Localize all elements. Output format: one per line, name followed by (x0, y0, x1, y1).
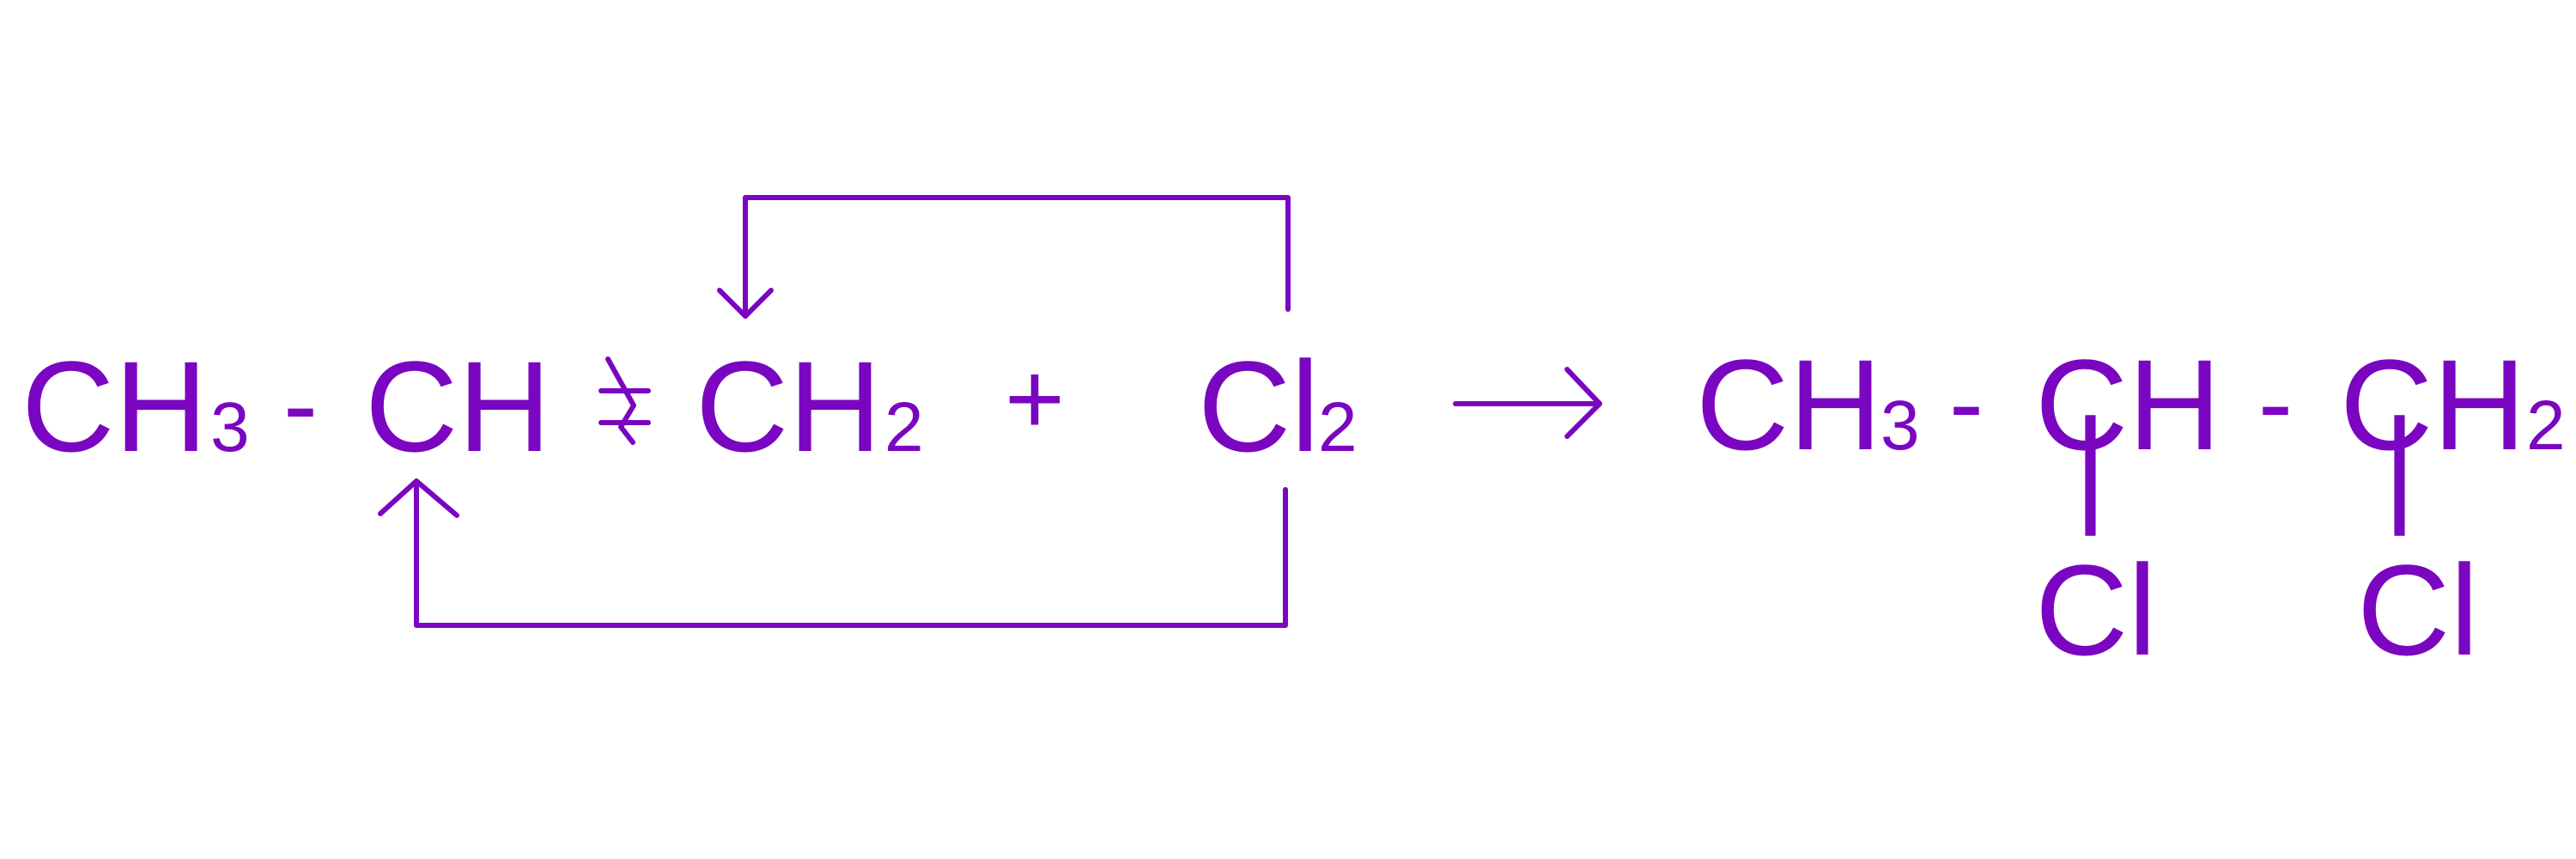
product-ch2-subscript: 2 (2526, 387, 2566, 465)
reactant-ch2: CH 2 (696, 334, 924, 478)
product-ch2-main: CH (2340, 332, 2526, 477)
product-dash-2: - (2258, 345, 2293, 460)
reactant-ch3-subscript: 3 (210, 388, 250, 466)
product-dash-1: - (1949, 345, 1984, 460)
product-bond-right: | (2383, 392, 2416, 536)
product-ch3-main: CH (1696, 332, 1882, 477)
reactant-ch3: CH 3 (21, 334, 250, 478)
reactant-cl2-main: Cl (1198, 334, 1320, 478)
curved-up-arrow-icon (378, 478, 1288, 628)
right-arrow-icon (1453, 367, 1602, 439)
product-ch3-subscript: 3 (1880, 387, 1920, 465)
product-cl-left: Cl (2035, 538, 2157, 682)
reactant-ch: CH (365, 334, 551, 478)
bond-break-icon (598, 356, 651, 445)
product-ch3: CH 3 (1696, 332, 1920, 477)
reactant-cl2-subscript: 2 (1318, 388, 1358, 466)
reactant-ch2-subscript: 2 (884, 388, 924, 466)
product-ch2: CH 2 (2340, 332, 2566, 477)
plus-sign: + (1005, 341, 1065, 456)
product-cl-right: Cl (2357, 538, 2479, 682)
reactant-dash-1: - (283, 347, 318, 462)
reactant-ch3-main: CH (21, 334, 208, 478)
curved-down-arrow-icon (717, 195, 1291, 319)
product-bond-left: | (2074, 392, 2107, 536)
reactant-ch2-main: CH (696, 334, 882, 478)
product-ch: CH (2035, 332, 2221, 477)
reactant-cl2: Cl 2 (1198, 334, 1358, 478)
